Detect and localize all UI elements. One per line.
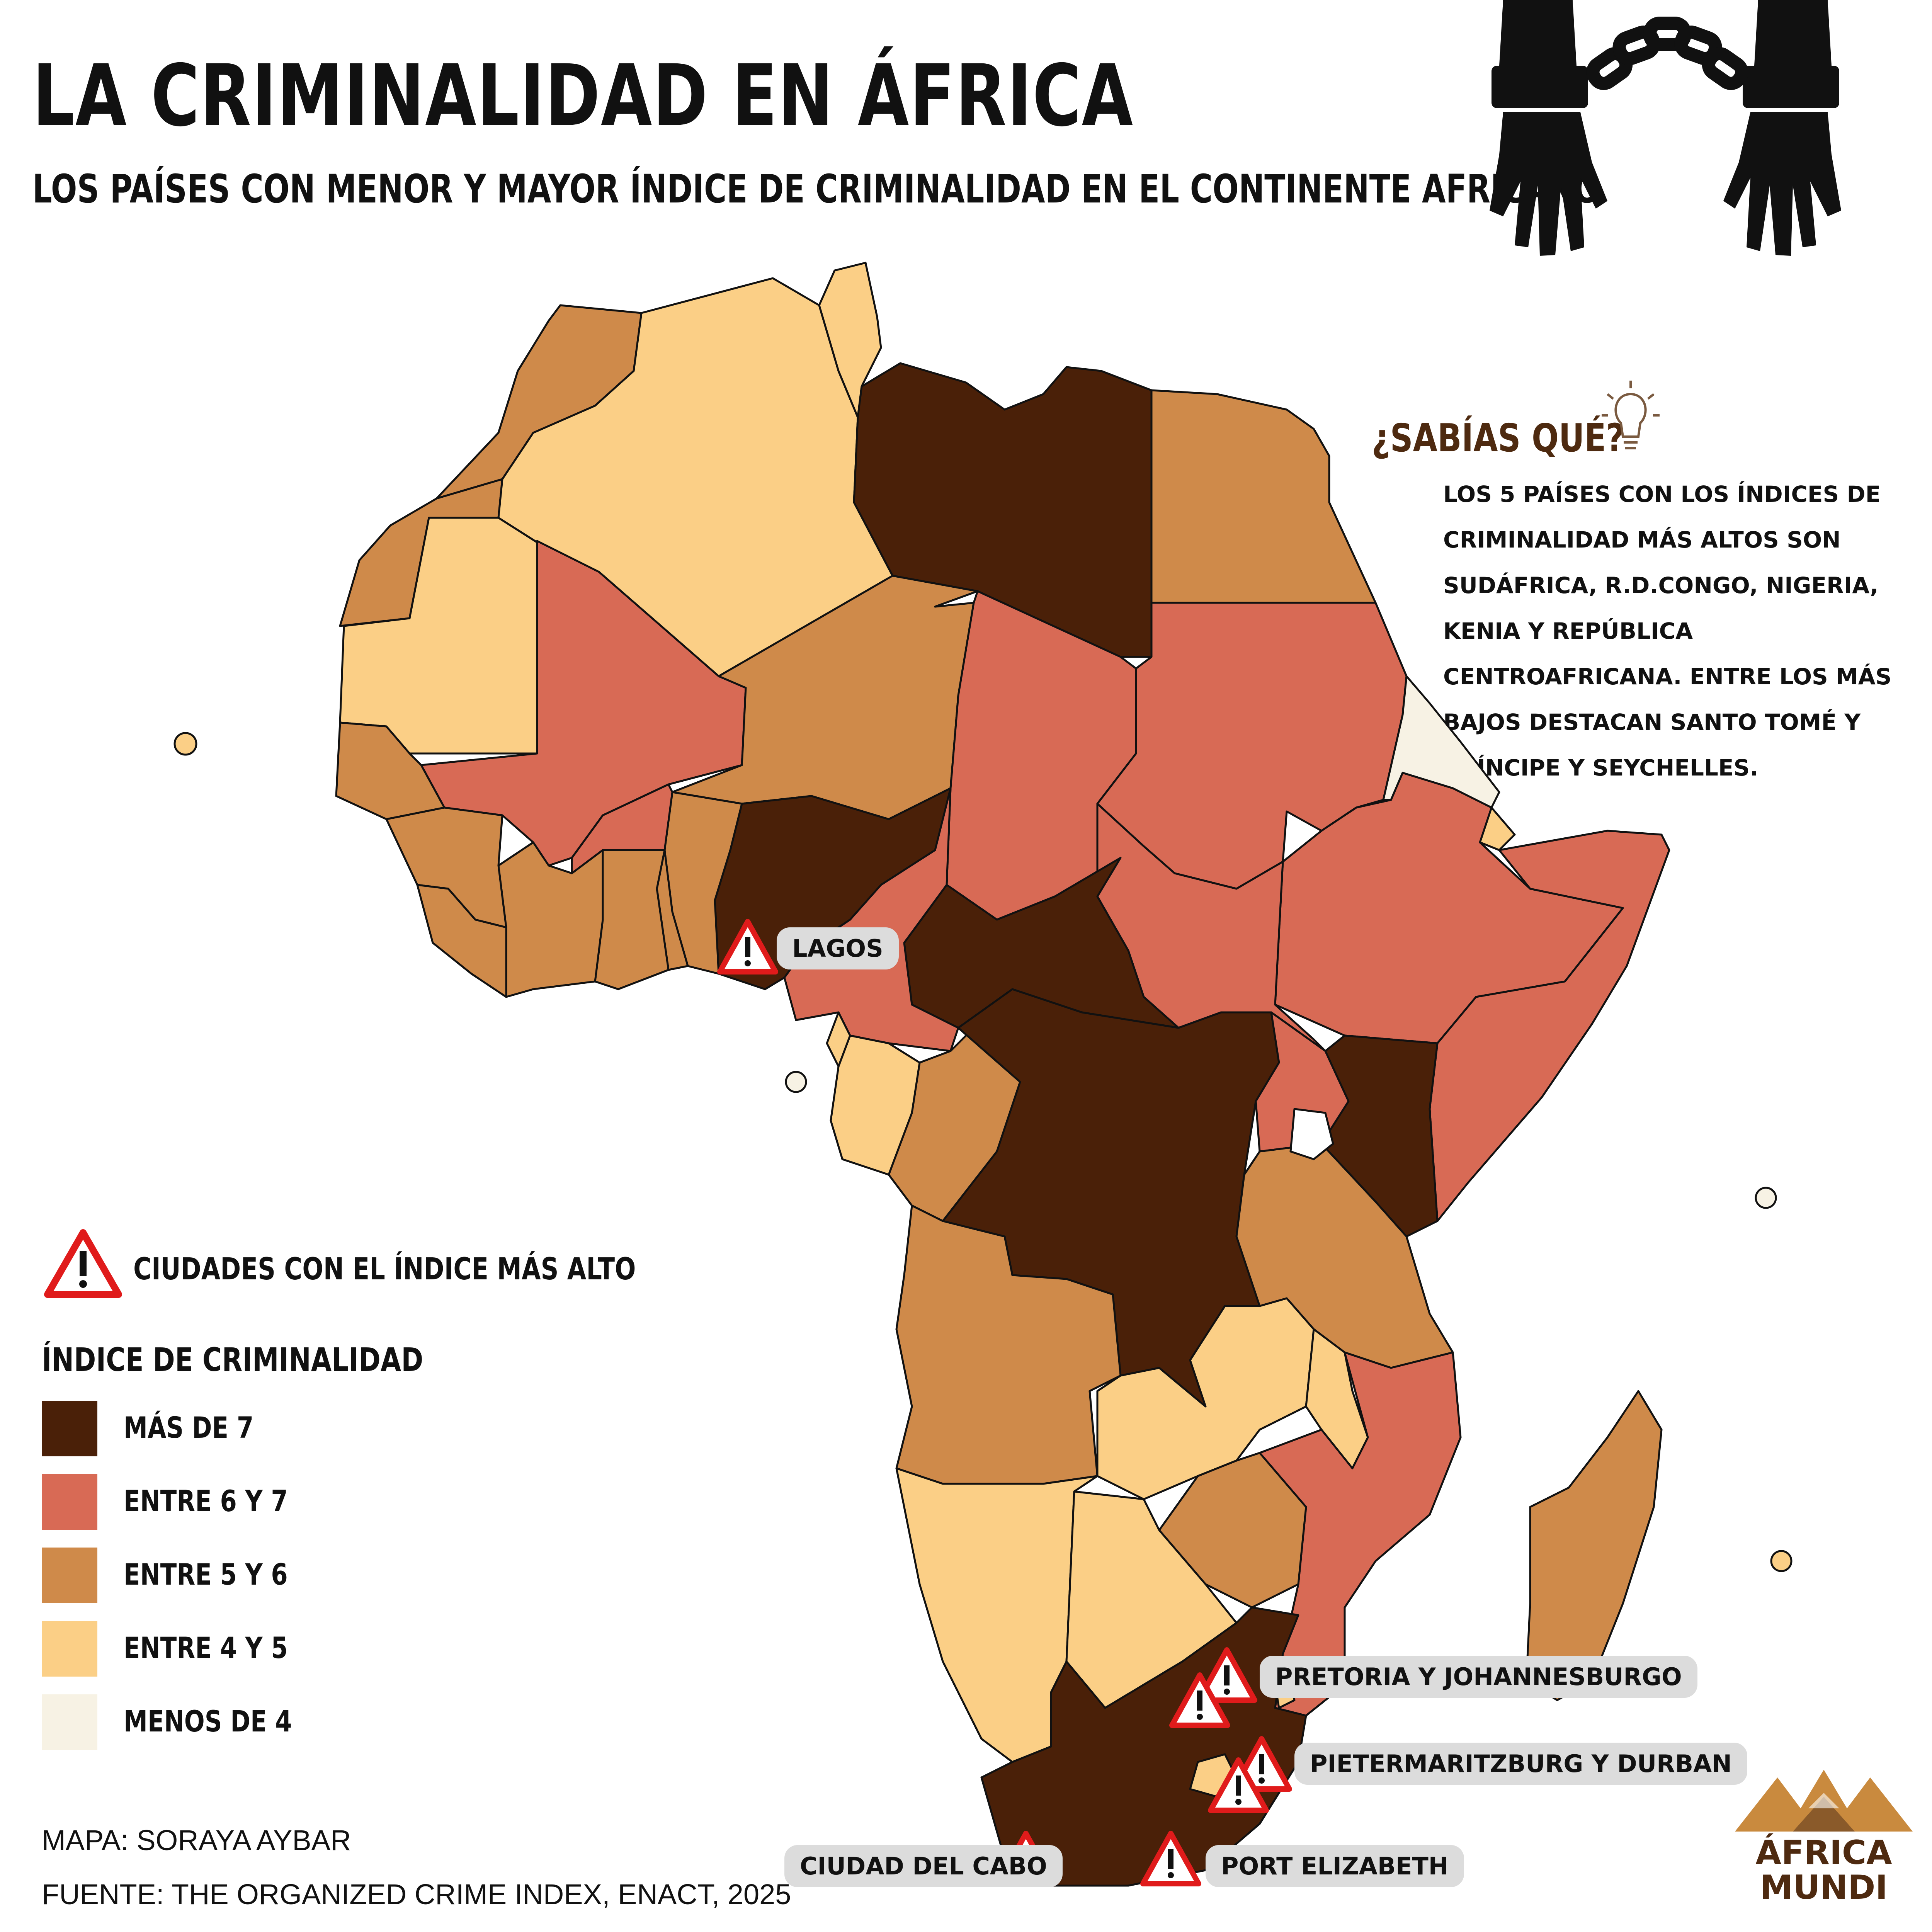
country-somalia [1429, 830, 1670, 1222]
warning-icon-durban [1208, 1757, 1269, 1813]
country-gabon [830, 1034, 921, 1176]
city-label-lagos: LAGOS [777, 927, 899, 969]
country-sierra-leone-liberia [416, 884, 507, 998]
logo-line1: ÁFRICA [1755, 1833, 1892, 1872]
city-label-pretoria-johannesburg: PRETORIA Y JOHANNESBURGO [1260, 1656, 1697, 1698]
legend-label-5-6: ENTRE 5 Y 6 [124, 1557, 288, 1592]
africa-mundi-logo-icon [1735, 1770, 1913, 1832]
lake-victoria [1289, 1108, 1334, 1160]
country-egypt [1150, 389, 1377, 604]
legend-swatch-5-6 [42, 1548, 97, 1603]
credit-source: FUENTE: THE ORGANIZED CRIME INDEX, ENACT… [42, 1878, 791, 1910]
country-ghana [594, 849, 670, 990]
city-label-port-elizabeth: PORT ELIZABETH [1206, 1845, 1464, 1887]
lightbulb-icon [1602, 381, 1660, 449]
city-markers [44, 919, 1292, 1886]
legend-swatch-6-7 [42, 1474, 97, 1530]
did-you-know-heading: ¿SABÍAS QUÉ? [1372, 415, 1625, 461]
page-title: LA CRIMINALIDAD EN ÁFRICA [32, 46, 1134, 145]
city-label-cape-town: CIUDAD DEL CABO [784, 1845, 1063, 1887]
legend-swatch-mas-7 [42, 1401, 97, 1456]
legend-label-6-7: ENTRE 6 Y 7 [124, 1484, 288, 1518]
cities-legend-label: CIUDADES CON EL ÍNDICE MÁS ALTO [133, 1252, 636, 1287]
island-sao-tome [785, 1071, 807, 1093]
country-angola [895, 1204, 1122, 1485]
credit-map: MAPA: SORAYA AYBAR [42, 1824, 351, 1856]
warning-icon-legend [44, 1229, 122, 1298]
legend-label-mas-7: MÁS DE 7 [124, 1410, 254, 1445]
warning-icon-johannesburg [1169, 1672, 1230, 1728]
warning-icon-pretoria [1196, 1647, 1257, 1703]
logo-line2: MUNDI [1760, 1868, 1888, 1907]
country-kenya [1320, 1034, 1439, 1238]
legend-title: ÍNDICE DE CRIMINALIDAD [42, 1341, 423, 1379]
legend-label-menos-4: MENOS DE 4 [124, 1704, 292, 1738]
country-senegal [335, 721, 446, 820]
page-subtitle: LOS PAÍSES CON MENOR Y MAYOR ÍNDICE DE C… [32, 166, 1600, 212]
country-equatorial-guinea [826, 1011, 851, 1068]
country-zambia [1096, 1297, 1315, 1500]
did-you-know-text: LOS 5 PAÍSES CON LOS ÍNDICES DE CRIMINAL… [1443, 481, 1892, 781]
warning-icon-lagos [717, 919, 778, 975]
island-mauritius [1770, 1550, 1793, 1572]
legend-swatch-4-5 [42, 1621, 97, 1677]
country-ivory-coast [497, 841, 604, 998]
city-label-pietermaritzburg-durban: PIETERMARITZBURG Y DURBAN [1294, 1743, 1747, 1785]
handcuffed-hands-icon [1490, 0, 1841, 256]
country-madagascar [1525, 1390, 1663, 1701]
legend-label-4-5: ENTRE 4 Y 5 [124, 1631, 288, 1665]
legend-swatch-menos-4 [42, 1694, 97, 1750]
island-seychelles [1755, 1187, 1777, 1209]
country-tunisia [818, 262, 882, 418]
island-cape-verde [173, 732, 197, 756]
warning-icon-port-elizabeth [1140, 1831, 1201, 1886]
